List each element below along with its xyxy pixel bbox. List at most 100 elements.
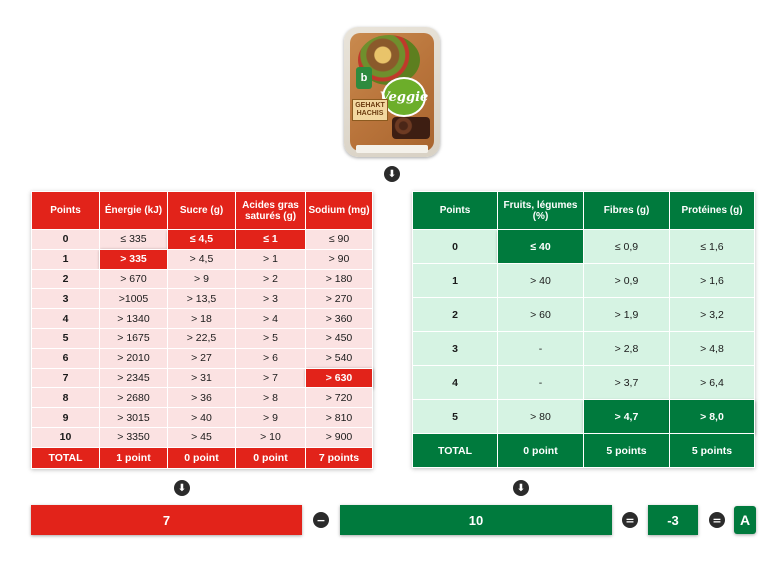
cell: > 27 <box>167 347 236 369</box>
arrow-down-circle-icon: ⬇ <box>513 480 529 496</box>
cell: > 40 <box>167 407 236 428</box>
cell: - <box>497 365 584 400</box>
cell: > 450 <box>305 327 373 349</box>
cell: > 36 <box>167 387 236 409</box>
table-row: 2 > 670 > 9 > 2 > 180 <box>31 268 373 290</box>
cell: > 270 <box>305 288 373 310</box>
cell: 1 <box>31 248 100 270</box>
nutriscore-grade: A <box>734 506 756 534</box>
cell: - <box>497 331 584 366</box>
negative-points-table: Points Énergie (kJ) Sucre (g) Acides gra… <box>31 191 373 469</box>
cell: > 3015 <box>99 407 168 428</box>
cell: > 13,5 <box>167 288 236 310</box>
total-row: TOTAL 0 point 5 points 5 points <box>412 433 755 468</box>
positive-score-box: 10 <box>340 505 612 535</box>
cell: 3 <box>31 288 100 310</box>
table-row: 5 > 1675 > 22,5 > 5 > 450 <box>31 327 373 349</box>
cell: 5 <box>412 399 498 434</box>
table-row: 6 > 2010 > 27 > 6 > 540 <box>31 347 373 369</box>
cell: 9 <box>31 407 100 428</box>
table-header-row: Points Énergie (kJ) Sucre (g) Acides gra… <box>31 191 373 230</box>
cell: > 4 <box>235 308 306 329</box>
cell: > 1,9 <box>583 297 670 332</box>
cell: > 18 <box>167 308 236 329</box>
total-cell: 1 point <box>99 446 168 469</box>
cell: > 1,6 <box>669 263 755 298</box>
col-header: Sucre (g) <box>167 191 236 230</box>
col-header: Sodium (mg) <box>305 191 373 230</box>
cell: > 6 <box>235 347 306 369</box>
col-header: Acides gras saturés (g) <box>235 191 306 230</box>
cell: > 9 <box>235 407 306 428</box>
cell: > 670 <box>99 268 168 290</box>
result-score-box: -3 <box>648 505 698 535</box>
product-tag: GEHAKT HACHIS <box>352 99 388 121</box>
table-row: 4 - > 3,7 > 6,4 <box>412 365 755 400</box>
cell: > 6,4 <box>669 365 755 400</box>
table-row: 5 > 80 > 4,7 > 8,0 <box>412 399 755 434</box>
positive-points-table: Points Fruits, légumes (%) Fibres (g) Pr… <box>412 191 755 468</box>
cell: ≤ 0,9 <box>583 229 670 264</box>
col-header: Points <box>412 191 498 230</box>
highlighted-cell: > 4,7 <box>583 399 670 434</box>
cell: 4 <box>412 365 498 400</box>
table-row: 0 ≤ 335 ≤ 4,5 ≤ 1 ≤ 90 <box>31 229 373 250</box>
total-label: TOTAL <box>31 446 100 469</box>
cell: > 2680 <box>99 387 168 409</box>
nutriscore-strip <box>356 145 428 153</box>
cell: > 60 <box>497 297 584 332</box>
total-cell: 0 point <box>235 446 306 469</box>
cell: > 1 <box>235 248 306 270</box>
table-row: 3 - > 2,8 > 4,8 <box>412 331 755 366</box>
cell: > 2,8 <box>583 331 670 366</box>
cell: ≤ 335 <box>99 229 168 250</box>
cell: > 2010 <box>99 347 168 369</box>
brand-logo: b <box>356 67 372 89</box>
cell: > 1340 <box>99 308 168 329</box>
table-row: 0 ≤ 40 ≤ 0,9 ≤ 1,6 <box>412 229 755 264</box>
product-name-badge: Veggie <box>380 77 428 117</box>
table-row: 1 > 335 > 4,5 > 1 > 90 <box>31 248 373 270</box>
table-row: 2 > 60 > 1,9 > 3,2 <box>412 297 755 332</box>
highlighted-cell: > 8,0 <box>669 399 755 434</box>
arrow-down-circle-icon: ⬇ <box>384 166 400 182</box>
cell: > 2 <box>235 268 306 290</box>
cell: > 720 <box>305 387 373 409</box>
col-header: Protéines (g) <box>669 191 755 230</box>
negative-score-box: 7 <box>31 505 302 535</box>
cell: > 0,9 <box>583 263 670 298</box>
product-meat <box>392 117 430 139</box>
cell: 2 <box>31 268 100 290</box>
total-cell: 0 point <box>167 446 236 469</box>
total-label: TOTAL <box>412 433 498 468</box>
table-row: 3 >1005 > 13,5 > 3 > 270 <box>31 288 373 310</box>
table-row: 1 > 40 > 0,9 > 1,6 <box>412 263 755 298</box>
cell: > 360 <box>305 308 373 329</box>
cell: > 3,7 <box>583 365 670 400</box>
cell: ≤ 1,6 <box>669 229 755 264</box>
total-cell: 5 points <box>583 433 670 468</box>
highlighted-cell: > 335 <box>99 248 168 270</box>
table-row: 8 > 2680 > 36 > 8 > 720 <box>31 387 373 409</box>
product-image: b Veggie GEHAKT HACHIS <box>344 27 440 157</box>
cell: > 31 <box>167 367 236 389</box>
cell: 2 <box>412 297 498 332</box>
cell: > 180 <box>305 268 373 290</box>
cell: > 45 <box>167 426 236 448</box>
cell: > 10 <box>235 426 306 448</box>
highlighted-cell: ≤ 1 <box>235 229 306 250</box>
cell: 0 <box>31 229 100 250</box>
cell: >1005 <box>99 288 168 310</box>
highlighted-cell: > 630 <box>305 367 373 389</box>
equals-icon: = <box>622 512 638 528</box>
cell: 7 <box>31 367 100 389</box>
cell: > 3350 <box>99 426 168 448</box>
col-header: Fruits, légumes (%) <box>497 191 584 230</box>
total-cell: 5 points <box>669 433 755 468</box>
highlighted-cell: ≤ 40 <box>497 229 584 264</box>
cell: ≤ 90 <box>305 229 373 250</box>
cell: 8 <box>31 387 100 409</box>
table-row: 10 > 3350 > 45 > 10 > 900 <box>31 426 373 448</box>
table-header-row: Points Fruits, légumes (%) Fibres (g) Pr… <box>412 191 755 230</box>
cell: > 1675 <box>99 327 168 349</box>
